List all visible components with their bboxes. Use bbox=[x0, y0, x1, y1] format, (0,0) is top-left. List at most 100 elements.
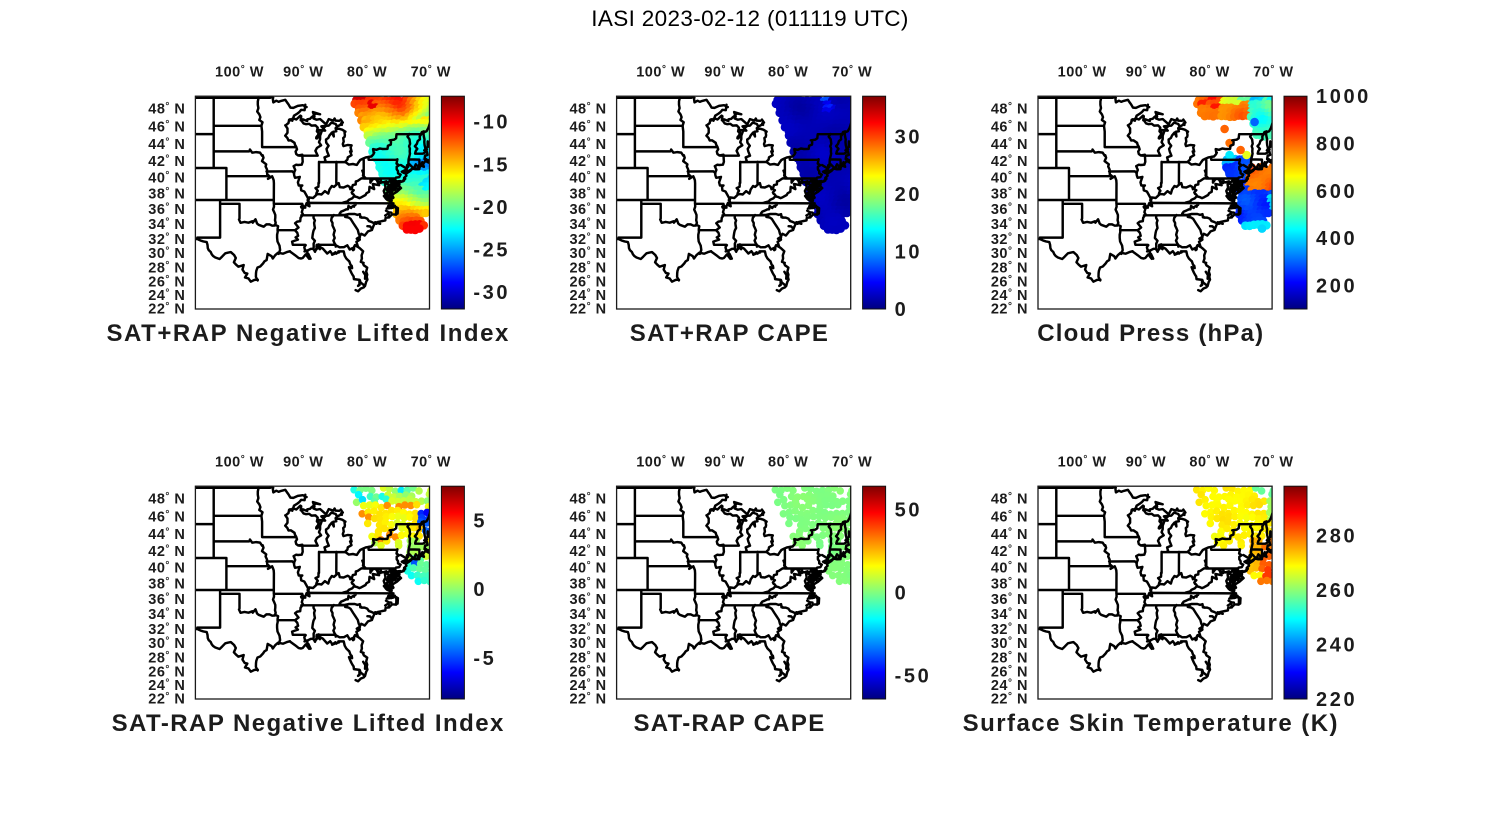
svg-text:26° N: 26° N bbox=[991, 664, 1028, 681]
svg-text:40° N: 40° N bbox=[991, 560, 1028, 577]
svg-text:22° N: 22° N bbox=[569, 301, 606, 318]
svg-text:26° N: 26° N bbox=[991, 274, 1028, 291]
svg-text:70° W: 70° W bbox=[832, 454, 872, 471]
svg-text:1000: 1000 bbox=[1316, 86, 1371, 108]
svg-text:44° N: 44° N bbox=[569, 527, 606, 544]
svg-text:48° N: 48° N bbox=[148, 101, 185, 118]
svg-text:42° N: 42° N bbox=[569, 544, 606, 561]
svg-text:24° N: 24° N bbox=[569, 678, 606, 695]
svg-text:30° N: 30° N bbox=[991, 246, 1028, 263]
svg-text:32° N: 32° N bbox=[569, 231, 606, 248]
svg-text:100° W: 100° W bbox=[1058, 454, 1107, 471]
svg-text:48° N: 48° N bbox=[991, 491, 1028, 508]
svg-text:36° N: 36° N bbox=[991, 591, 1028, 608]
svg-text:260: 260 bbox=[1316, 580, 1357, 602]
svg-text:-10: -10 bbox=[473, 112, 510, 134]
svg-text:34° N: 34° N bbox=[569, 607, 606, 624]
svg-text:SAT+RAP Negative Lifted Index: SAT+RAP Negative Lifted Index bbox=[106, 320, 509, 347]
svg-text:44° N: 44° N bbox=[991, 137, 1028, 154]
svg-text:24° N: 24° N bbox=[148, 288, 185, 305]
svg-text:28° N: 28° N bbox=[991, 260, 1028, 277]
svg-text:0: 0 bbox=[895, 583, 909, 605]
svg-text:42° N: 42° N bbox=[148, 154, 185, 171]
svg-text:-50: -50 bbox=[895, 666, 932, 688]
svg-text:48° N: 48° N bbox=[569, 101, 606, 118]
svg-text:-20: -20 bbox=[473, 197, 510, 219]
svg-text:44° N: 44° N bbox=[569, 137, 606, 154]
svg-text:38° N: 38° N bbox=[569, 186, 606, 203]
svg-text:22° N: 22° N bbox=[148, 301, 185, 318]
svg-text:42° N: 42° N bbox=[148, 544, 185, 561]
svg-text:40° N: 40° N bbox=[148, 560, 185, 577]
svg-text:26° N: 26° N bbox=[569, 664, 606, 681]
svg-text:200: 200 bbox=[1316, 275, 1357, 297]
svg-text:40° N: 40° N bbox=[569, 560, 606, 577]
svg-text:600: 600 bbox=[1316, 181, 1357, 203]
svg-text:80° W: 80° W bbox=[347, 454, 387, 471]
svg-text:28° N: 28° N bbox=[148, 260, 185, 277]
svg-text:48° N: 48° N bbox=[991, 101, 1028, 118]
svg-text:32° N: 32° N bbox=[991, 231, 1028, 248]
svg-text:26° N: 26° N bbox=[569, 274, 606, 291]
svg-text:32° N: 32° N bbox=[569, 621, 606, 638]
svg-text:70° W: 70° W bbox=[411, 64, 451, 81]
svg-text:22° N: 22° N bbox=[148, 691, 185, 708]
svg-text:42° N: 42° N bbox=[569, 154, 606, 171]
svg-text:100° W: 100° W bbox=[636, 64, 685, 81]
svg-text:800: 800 bbox=[1316, 134, 1357, 156]
svg-text:30° N: 30° N bbox=[148, 636, 185, 653]
svg-text:400: 400 bbox=[1316, 228, 1357, 250]
svg-text:46° N: 46° N bbox=[569, 509, 606, 526]
svg-text:90° W: 90° W bbox=[283, 454, 323, 471]
svg-text:-5: -5 bbox=[473, 648, 496, 670]
svg-text:38° N: 38° N bbox=[148, 186, 185, 203]
svg-text:30° N: 30° N bbox=[569, 636, 606, 653]
svg-text:100° W: 100° W bbox=[215, 454, 264, 471]
svg-text:40° N: 40° N bbox=[569, 170, 606, 187]
svg-text:SAT-RAP CAPE: SAT-RAP CAPE bbox=[633, 710, 825, 737]
svg-text:70° W: 70° W bbox=[1253, 64, 1293, 81]
svg-text:38° N: 38° N bbox=[991, 186, 1028, 203]
svg-text:38° N: 38° N bbox=[991, 576, 1028, 593]
svg-text:24° N: 24° N bbox=[991, 678, 1028, 695]
svg-text:SAT+RAP CAPE: SAT+RAP CAPE bbox=[630, 320, 829, 347]
svg-text:24° N: 24° N bbox=[569, 288, 606, 305]
svg-text:220: 220 bbox=[1316, 689, 1357, 711]
svg-text:36° N: 36° N bbox=[569, 201, 606, 218]
svg-text:100° W: 100° W bbox=[636, 454, 685, 471]
svg-text:100° W: 100° W bbox=[215, 64, 264, 81]
svg-text:80° W: 80° W bbox=[347, 64, 387, 81]
svg-text:36° N: 36° N bbox=[148, 201, 185, 218]
svg-text:100° W: 100° W bbox=[1058, 64, 1107, 81]
svg-text:46° N: 46° N bbox=[991, 509, 1028, 526]
svg-text:36° N: 36° N bbox=[991, 201, 1028, 218]
svg-text:26° N: 26° N bbox=[148, 664, 185, 681]
svg-text:30: 30 bbox=[895, 127, 922, 149]
svg-text:0: 0 bbox=[895, 299, 909, 321]
svg-text:90° W: 90° W bbox=[1126, 64, 1166, 81]
svg-text:34° N: 34° N bbox=[148, 607, 185, 624]
svg-text:70° W: 70° W bbox=[1253, 454, 1293, 471]
svg-text:Cloud Press (hPa): Cloud Press (hPa) bbox=[1037, 320, 1264, 347]
svg-text:80° W: 80° W bbox=[768, 64, 808, 81]
svg-text:30° N: 30° N bbox=[148, 246, 185, 263]
svg-text:28° N: 28° N bbox=[148, 650, 185, 667]
svg-text:90° W: 90° W bbox=[1126, 454, 1166, 471]
svg-text:40° N: 40° N bbox=[991, 170, 1028, 187]
svg-text:48° N: 48° N bbox=[148, 491, 185, 508]
svg-text:24° N: 24° N bbox=[148, 678, 185, 695]
svg-text:80° W: 80° W bbox=[1189, 64, 1229, 81]
svg-text:70° W: 70° W bbox=[832, 64, 872, 81]
svg-text:46° N: 46° N bbox=[991, 119, 1028, 136]
svg-text:5: 5 bbox=[473, 511, 487, 533]
svg-text:42° N: 42° N bbox=[991, 544, 1028, 561]
svg-text:SAT-RAP Negative Lifted Index: SAT-RAP Negative Lifted Index bbox=[112, 710, 505, 737]
svg-text:48° N: 48° N bbox=[569, 491, 606, 508]
svg-text:-30: -30 bbox=[473, 282, 510, 304]
svg-text:32° N: 32° N bbox=[148, 231, 185, 248]
svg-text:-15: -15 bbox=[473, 154, 510, 176]
svg-text:34° N: 34° N bbox=[148, 217, 185, 234]
svg-text:30° N: 30° N bbox=[991, 636, 1028, 653]
svg-text:28° N: 28° N bbox=[569, 650, 606, 667]
svg-text:0: 0 bbox=[473, 579, 487, 601]
